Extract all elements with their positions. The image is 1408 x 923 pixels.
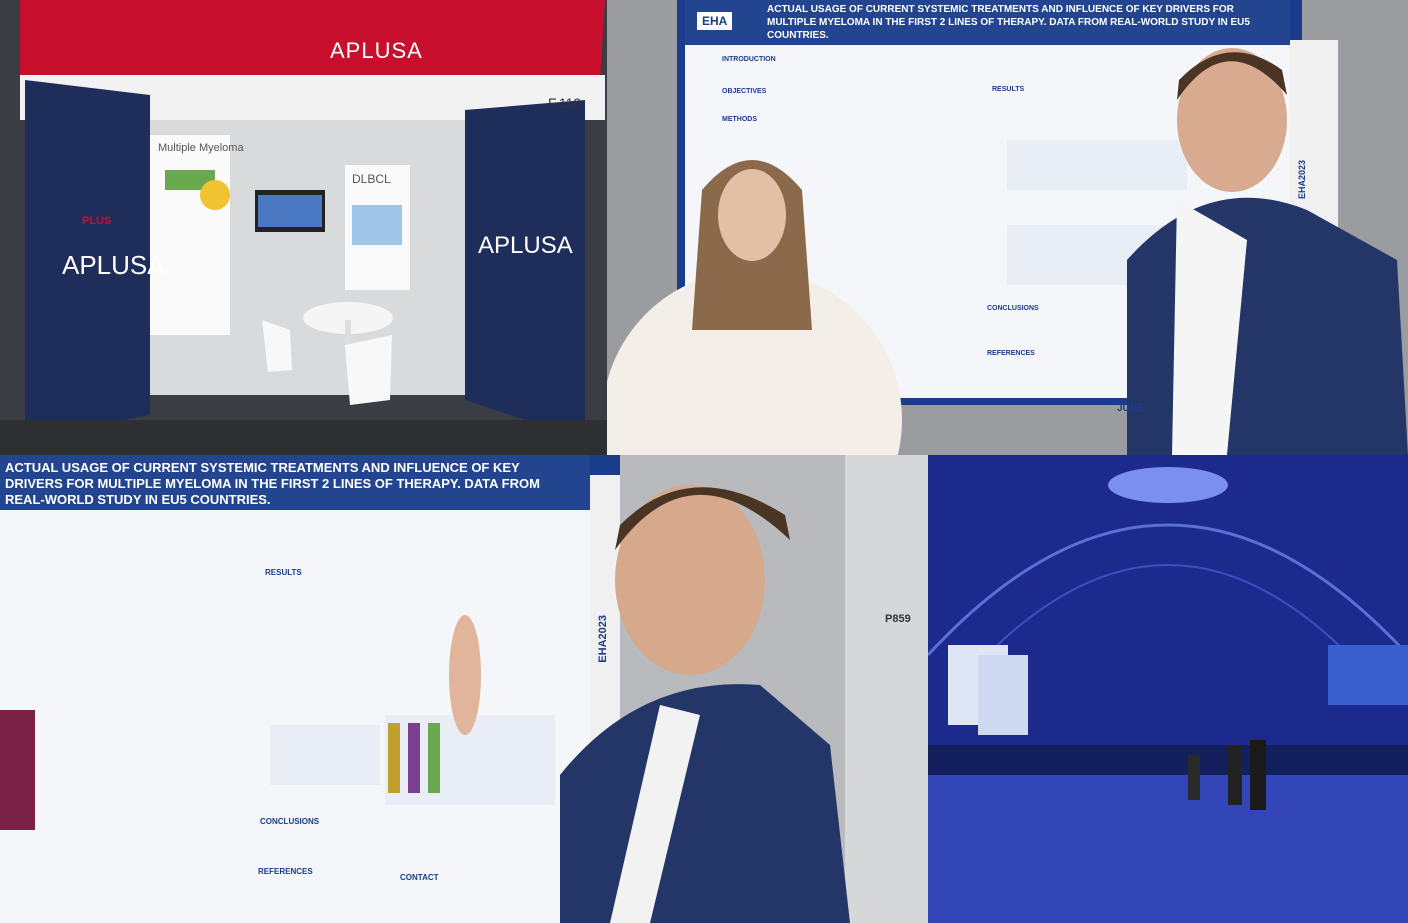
section-heading: RESULTS [265,568,302,577]
poster-closeup-scene [0,455,928,923]
poster-scene [607,0,1408,455]
side-label: EHA2023 [597,615,609,663]
section-heading: RESULTS [992,86,1025,93]
poster-footer: JUNE [1117,403,1144,414]
hall-photo [928,455,1408,923]
booth-photo: APLUSA F.110 Multiple Myeloma DLBCL PLUS… [0,0,607,455]
stand-number: F.110 [548,95,582,111]
hall-scene [928,455,1408,923]
side-label: EHA2023 [1297,160,1307,200]
section-heading: CONCLUSIONS [987,305,1039,312]
poster-photo: EHA ACTUAL USAGE OF CURRENT SYSTEMIC TRE… [607,0,1408,455]
wall-brand: APLUSA [62,250,165,280]
section-heading: REFERENCES [258,867,313,876]
society-logo: EHA [697,12,733,30]
poster-closeup-photo: ACTUAL USAGE OF CURRENT SYSTEMIC TREATME… [0,455,928,923]
section-heading: INTRODUCTION [722,56,776,63]
board-number: P859 [885,613,911,625]
poster-title: ACTUAL USAGE OF CURRENT SYSTEMIC TREATME… [5,460,540,507]
logo-tag: PLUS [82,215,112,227]
section-heading: CONTACT [400,873,439,882]
section-heading: CONCLUSIONS [260,817,320,826]
section-heading: REFERENCES [987,350,1035,357]
banner-text: APLUSA [330,38,423,63]
poster-title: ACTUAL USAGE OF CURRENT SYSTEMIC TREATME… [767,4,1250,41]
section-heading: OBJECTIVES [722,88,767,95]
panel-title: DLBCL [352,172,391,186]
panel-title: Multiple Myeloma [158,142,244,154]
booth-scene [0,0,607,455]
section-heading: METHODS [722,116,757,123]
wall-brand: APLUSA [478,232,573,259]
